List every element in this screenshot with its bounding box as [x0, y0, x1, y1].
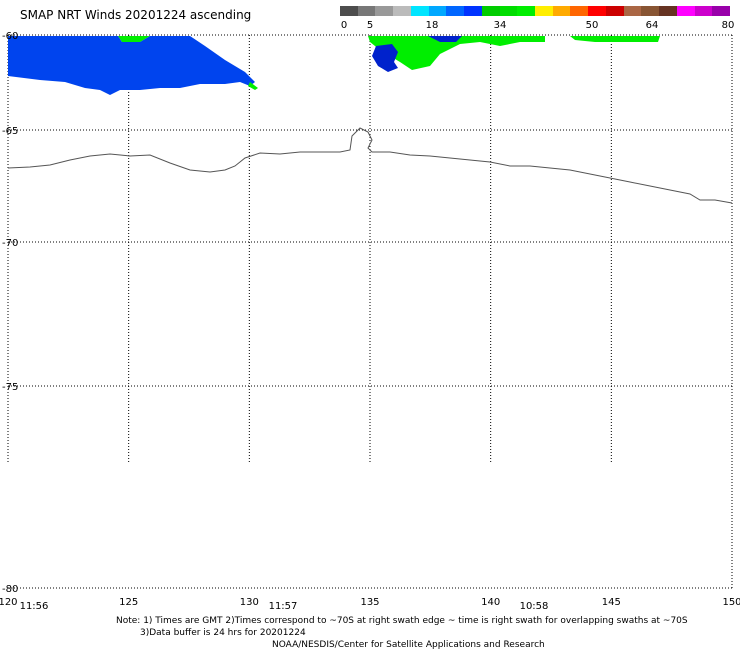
colorbar-swatch: [535, 6, 554, 16]
colorbar-label: 64: [645, 20, 659, 31]
colorbar-label: 80: [721, 20, 735, 31]
wind-swath-left-green: [118, 36, 150, 42]
wind-swath-left-edge-green: [248, 82, 258, 90]
wind-swath-right-green: [368, 36, 545, 70]
colorbar-swatch: [623, 6, 642, 16]
colorbar-swatch: [517, 6, 536, 16]
colorbar-label: 34: [493, 20, 507, 31]
colorbar-swatch: [375, 6, 394, 16]
lat-tick-label: -65: [2, 126, 18, 137]
colorbar-swatch: [481, 6, 501, 16]
lat-tick-label: -70: [2, 238, 18, 249]
colorbar-swatch: [340, 6, 359, 16]
swath-time-label: 11:56: [20, 601, 49, 612]
wind-swath-right-blue: [372, 44, 398, 72]
swath-time-label: 10:58: [520, 601, 549, 612]
lon-tick-label: 140: [481, 597, 500, 608]
wind-swath-left-blue: [8, 36, 255, 95]
colorbar-label: 0: [340, 20, 348, 31]
colorbar-swatch: [605, 6, 625, 16]
colorbar-swatch: [588, 6, 607, 16]
colorbar-swatch: [694, 6, 713, 16]
lon-tick-label: 120: [0, 597, 18, 608]
colorbar-swatch: [641, 6, 660, 16]
colorbar-label: 5: [366, 20, 374, 31]
colorbar-swatch: [410, 6, 430, 16]
lat-tick-label: -80: [2, 584, 18, 595]
map-title: SMAP NRT Winds 20201224 ascending: [20, 8, 252, 22]
lat-tick-label: -60: [2, 31, 18, 42]
colorbar-label: 18: [425, 20, 439, 31]
colorbar-swatch: [659, 6, 678, 16]
lon-tick-label: 130: [240, 597, 259, 608]
lon-tick-label: 150: [722, 597, 740, 608]
colorbar-swatch: [357, 6, 376, 16]
axis-labels: -60 -65 -70 -75 -80 120 125 130 135 140 145 150 11:5…: [0, 31, 740, 612]
wind-speed-colorbar: 0 5 18 34 50 64 80: [340, 6, 734, 36]
colorbar-label: 50: [585, 20, 599, 31]
note-line-1: Note: 1) Times are GMT 2)Times correspon…: [116, 616, 688, 626]
wind-swath-right-green-east: [570, 36, 660, 42]
colorbar-swatch: [676, 6, 696, 16]
colorbar-swatch: [552, 6, 571, 16]
colorbar-swatch: [446, 6, 465, 16]
swath-time-label: 11:57: [269, 601, 298, 612]
lon-tick-label: 145: [602, 597, 621, 608]
graticule: [7, 34, 733, 589]
colorbar-swatch: [428, 6, 447, 16]
colorbar-swatch: [499, 6, 518, 16]
lon-tick-label: 125: [119, 597, 138, 608]
note-line-3: NOAA/NESDIS/Center for Satellite Applica…: [272, 640, 545, 650]
coastline: [7, 127, 733, 204]
lon-tick-label: 135: [360, 597, 379, 608]
colorbar-swatch: [464, 6, 483, 16]
colorbar-swatch: [393, 6, 412, 16]
lat-tick-label: -75: [2, 382, 18, 393]
wind-swaths: [8, 36, 660, 95]
colorbar-swatch: [712, 6, 731, 16]
wind-swath-right-blue-small: [428, 36, 462, 42]
colorbar-swatch: [570, 6, 589, 16]
note-line-2: 3)Data buffer is 24 hrs for 20201224: [140, 628, 306, 638]
